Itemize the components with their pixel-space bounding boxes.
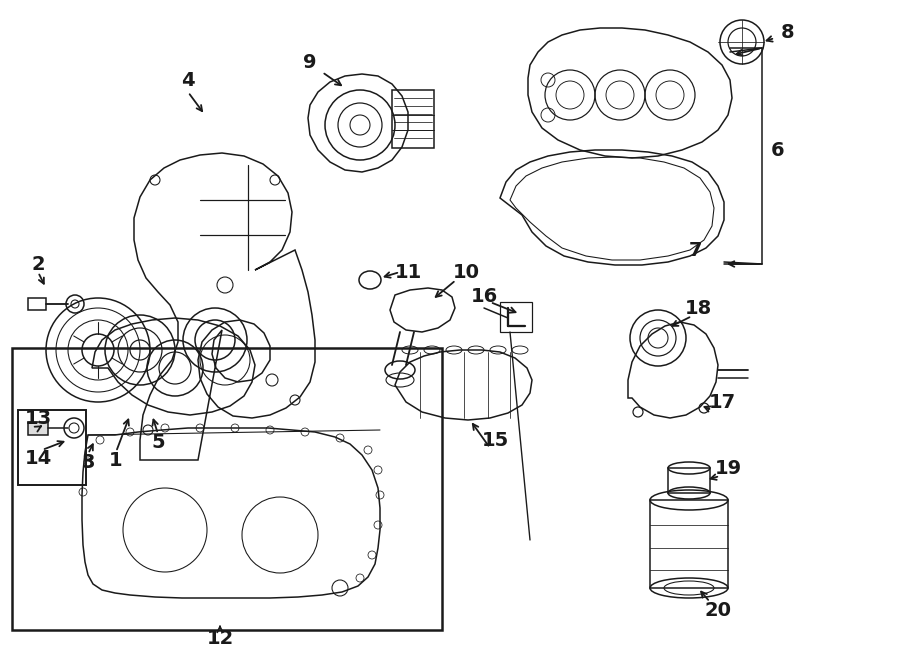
Text: 11: 11 [394, 262, 421, 282]
Text: 12: 12 [206, 629, 234, 648]
Text: 4: 4 [181, 71, 194, 89]
Text: 15: 15 [482, 430, 508, 449]
Bar [28, 422, 48, 435]
Bar [28, 298, 46, 310]
Text: 2: 2 [32, 254, 45, 274]
Text: 10: 10 [453, 262, 480, 282]
Text: 16: 16 [471, 286, 498, 305]
Text: 5: 5 [151, 432, 165, 451]
Text: 1: 1 [109, 451, 122, 469]
Text: 6: 6 [771, 141, 785, 159]
Text: 7: 7 [689, 241, 703, 260]
Text: 17: 17 [708, 393, 735, 412]
Bar [12, 348, 442, 630]
Text: 9: 9 [303, 52, 317, 71]
Text: 13: 13 [24, 408, 51, 428]
Text: 19: 19 [715, 459, 742, 477]
Text: 14: 14 [24, 449, 51, 467]
Text: 18: 18 [684, 299, 712, 317]
Bar [650, 500, 728, 588]
Text: 3: 3 [81, 453, 94, 471]
Text: 8: 8 [781, 22, 795, 42]
Bar [500, 302, 532, 332]
Bar [392, 90, 434, 148]
Bar [18, 410, 86, 485]
Text: 20: 20 [705, 600, 732, 619]
Bar [668, 468, 710, 493]
